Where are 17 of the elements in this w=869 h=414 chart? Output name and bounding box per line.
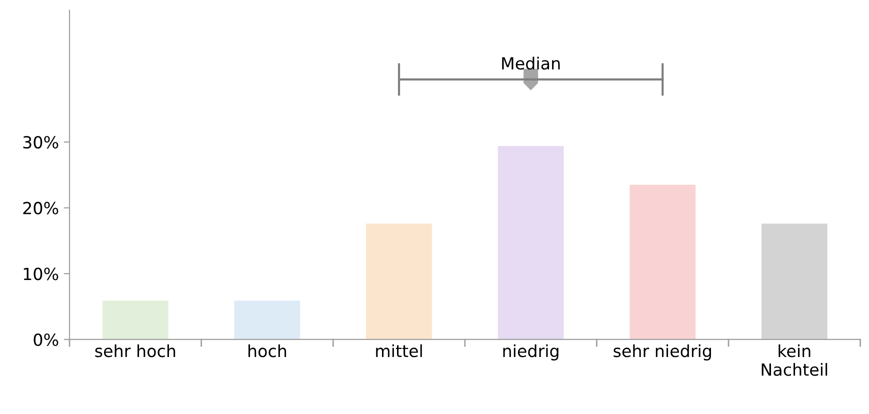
bar — [366, 224, 432, 340]
y-tick-label: 30% — [23, 136, 58, 149]
bar — [234, 300, 300, 340]
x-tick-label: mittel — [376, 344, 422, 358]
x-tick-label: sehr niedrig — [614, 344, 711, 360]
bar — [498, 146, 564, 340]
x-tick-label: niedrig — [503, 344, 558, 360]
bar — [630, 184, 696, 340]
bar — [761, 224, 828, 340]
y-tick-label: 20% — [23, 202, 58, 214]
y-tick-label: 0% — [34, 333, 58, 346]
bar — [102, 300, 168, 340]
x-tick-label: hoch — [248, 344, 286, 358]
x-tick-label: kein Nachteil — [762, 344, 828, 376]
annotation: Median — [502, 56, 560, 70]
y-tick-label: 10% — [24, 268, 58, 280]
x-tick-label: sehr hoch — [95, 344, 176, 358]
